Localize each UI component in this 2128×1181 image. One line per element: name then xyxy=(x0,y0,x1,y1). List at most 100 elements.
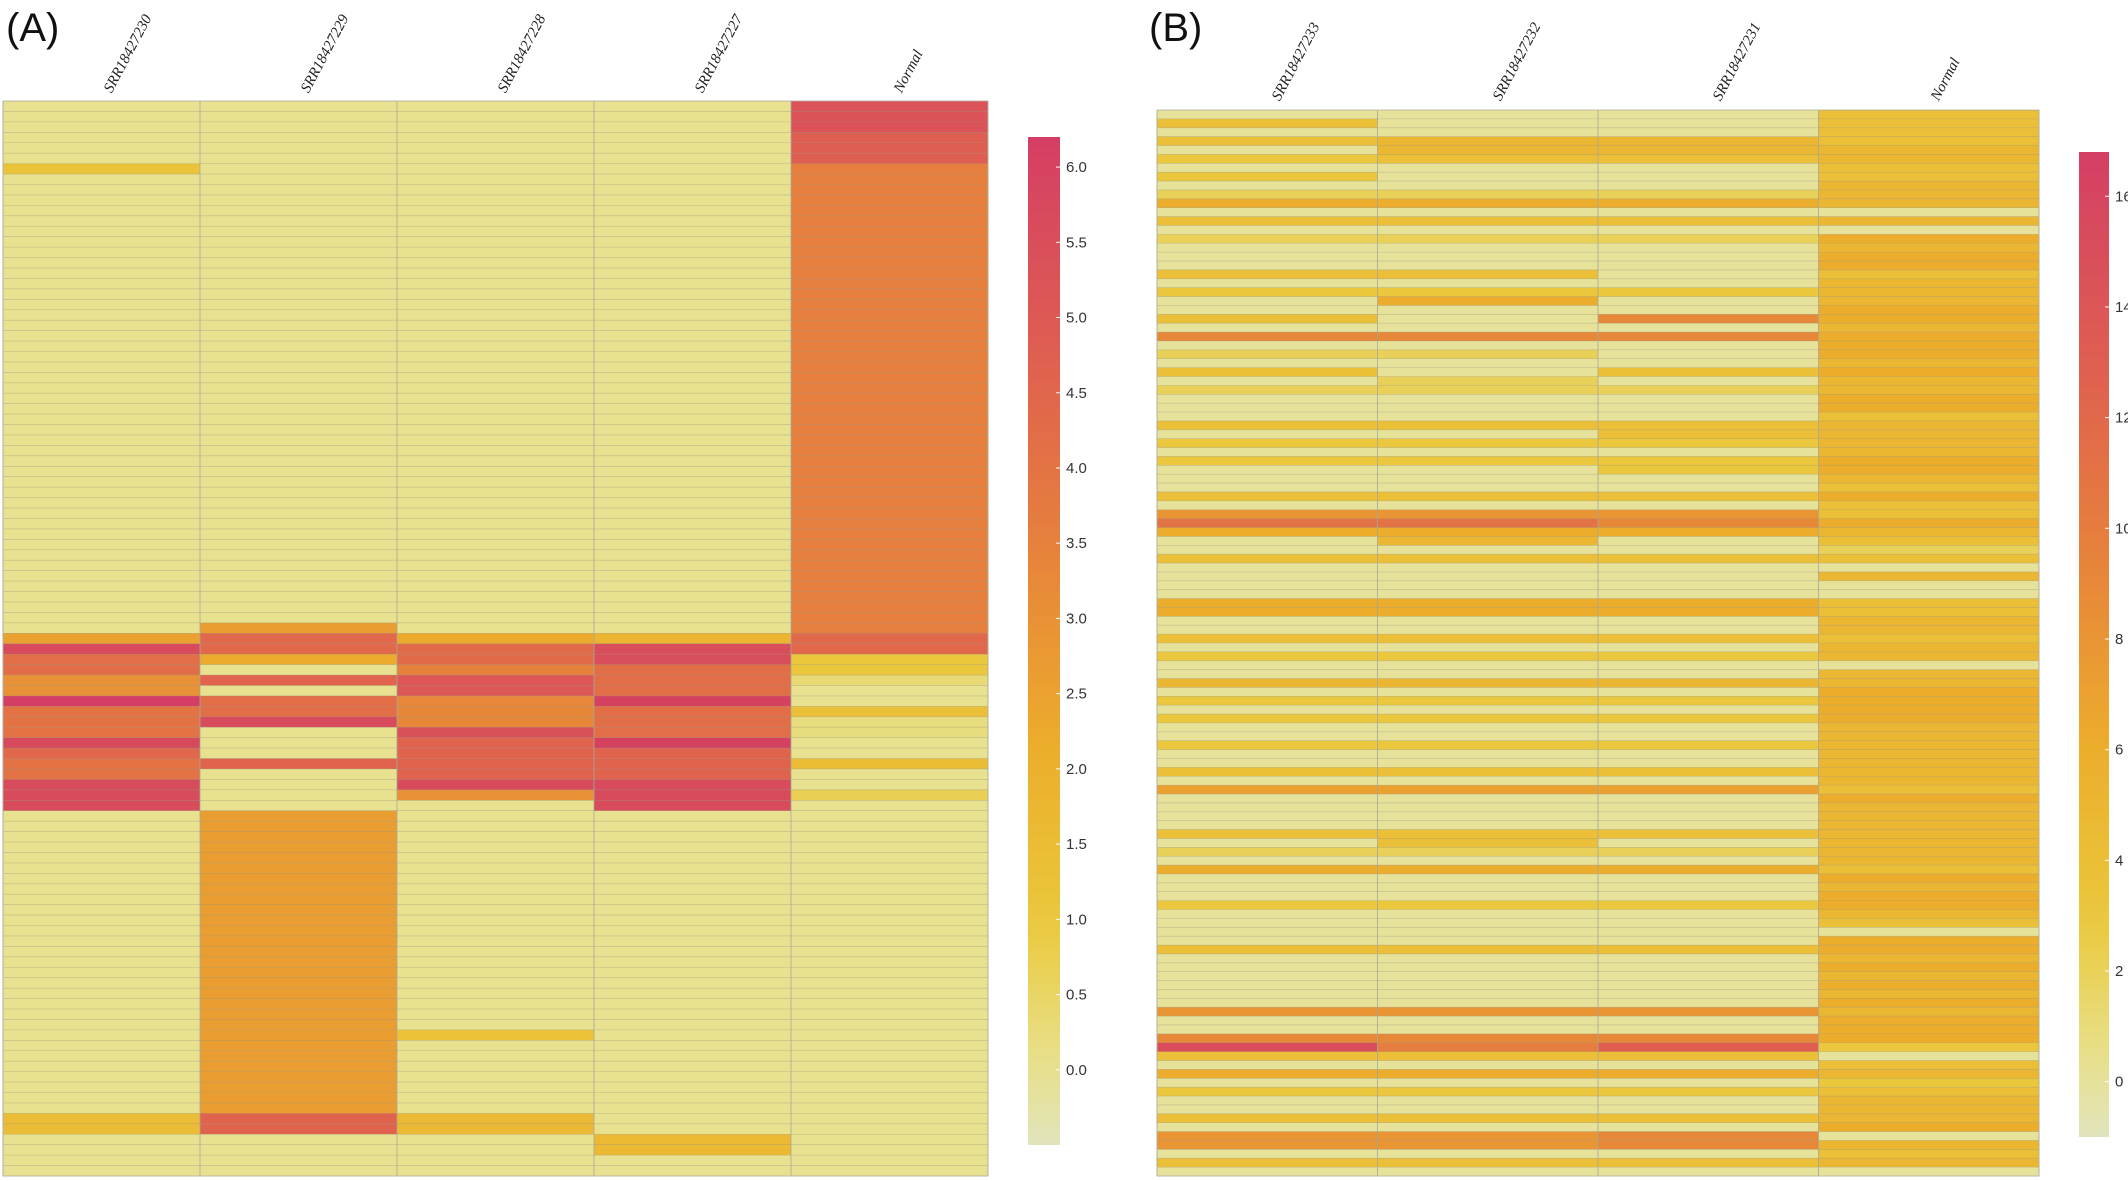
heatmap-a-cell xyxy=(791,716,988,728)
heatmap-b-cell xyxy=(1598,1016,1819,1026)
heatmap-a-cell xyxy=(594,1155,791,1166)
heatmap-a-cell xyxy=(594,581,791,592)
heatmap-a-cell xyxy=(791,1040,988,1052)
heatmap-a-cell xyxy=(200,341,397,352)
heatmap-a-cell xyxy=(397,1134,594,1146)
heatmap-a-cell xyxy=(594,675,791,686)
heatmap-b-cell xyxy=(1377,1042,1598,1053)
heatmap-a-cell xyxy=(397,236,594,248)
heatmap-a-cell xyxy=(791,915,988,926)
heatmap-a-cell xyxy=(397,215,594,227)
heatmap-b-cell xyxy=(1598,323,1819,333)
heatmap-a-cell xyxy=(200,1134,397,1146)
heatmap-a-cell xyxy=(3,685,200,697)
heatmap-a-cell xyxy=(397,842,594,853)
heatmap-a-cell xyxy=(200,528,397,540)
heatmap-a-cell xyxy=(200,215,397,227)
heatmap-a-cell xyxy=(791,988,988,999)
heatmap-b-cell xyxy=(1818,127,2039,138)
heatmap-a-cell xyxy=(200,205,397,217)
heatmap-a-cell xyxy=(200,935,397,947)
heatmap-b-cell xyxy=(1598,474,1819,484)
heatmap-b-cell xyxy=(1157,1158,1378,1168)
heatmap-a-cell xyxy=(791,821,988,832)
heatmap-a-cell xyxy=(397,466,594,478)
heatmap-b-cell xyxy=(1377,820,1598,830)
heatmap-b-cell xyxy=(1598,989,1819,999)
heatmap-b-cell xyxy=(1157,962,1378,973)
heatmap-a-cell xyxy=(397,361,594,373)
heatmap-a-cell xyxy=(594,1113,791,1125)
heatmap-b-cell xyxy=(1818,1167,2039,1177)
heatmap-a-cell xyxy=(791,998,988,1010)
heatmap-a-cell xyxy=(594,904,791,916)
heatmap-a-cell xyxy=(200,654,397,665)
heatmap-a-cell xyxy=(3,883,200,895)
heatmap-a-cell xyxy=(3,215,200,227)
heatmap-b-cell xyxy=(1598,571,1819,582)
heatmap-a-cell xyxy=(594,1102,791,1114)
heatmap-b-cell xyxy=(1818,438,2039,448)
heatmap-b-colorbar-tick-label: 10 xyxy=(2115,520,2128,537)
heatmap-a-cell xyxy=(791,153,988,165)
heatmap-a-cell xyxy=(791,1144,988,1156)
heatmap-b-cell xyxy=(1157,927,1378,937)
heatmap-a-cell xyxy=(3,664,200,676)
heatmap-b-cell xyxy=(1157,918,1378,928)
heatmap-a-cell xyxy=(594,382,791,394)
heatmap-b-cell xyxy=(1598,758,1819,768)
heatmap-a-cell xyxy=(594,862,791,874)
heatmap-a-cell xyxy=(3,727,200,739)
heatmap-b-cell xyxy=(1157,216,1378,226)
heatmap-a-cell xyxy=(594,226,791,238)
heatmap-b-cell xyxy=(1818,474,2039,484)
heatmap-a-cell xyxy=(594,424,791,436)
heatmap-a-cell xyxy=(3,1050,200,1062)
heatmap-a-cell xyxy=(3,132,200,144)
heatmap-b-cell xyxy=(1157,571,1378,582)
heatmap-a-cell xyxy=(3,1071,200,1083)
heatmap-b-cell xyxy=(1818,953,2039,964)
heatmap-a-cell xyxy=(397,570,594,582)
heatmap-a-cell xyxy=(3,821,200,832)
heatmap-b-cell xyxy=(1598,394,1819,404)
heatmap-b-cell xyxy=(1157,456,1378,466)
heatmap-a-cell xyxy=(791,539,988,551)
heatmap-b-cell xyxy=(1818,518,2039,528)
heatmap-a-cell xyxy=(200,737,397,749)
heatmap-a-cell xyxy=(397,622,594,634)
heatmap-b-cell xyxy=(1157,394,1378,404)
heatmap-a-cell xyxy=(594,591,791,603)
heatmap-a-cell xyxy=(791,382,988,394)
heatmap-a-cell xyxy=(594,278,791,290)
heatmap-a-cell xyxy=(200,581,397,592)
heatmap-b-cell xyxy=(1377,1007,1598,1017)
heatmap-b-cell xyxy=(1818,962,2039,973)
heatmap-a-cell xyxy=(791,434,988,446)
heatmap-a-cell xyxy=(594,998,791,1010)
heatmap-a-cell xyxy=(200,675,397,686)
heatmap-b-cell xyxy=(1818,651,2039,662)
heatmap-b-cell xyxy=(1157,189,1378,200)
heatmap-a-cell xyxy=(200,842,397,853)
heatmap-b-cell xyxy=(1598,847,1819,857)
heatmap-b-cell xyxy=(1598,580,1819,591)
heatmap-a-cell xyxy=(791,476,988,488)
heatmap-b-cell xyxy=(1598,1060,1819,1070)
heatmap-b-cell xyxy=(1598,598,1819,608)
heatmap-a-cell xyxy=(594,257,791,269)
heatmap-a-cell xyxy=(397,601,594,613)
heatmap-a-cell xyxy=(200,372,397,384)
heatmap-b-cell xyxy=(1157,1024,1378,1035)
heatmap-b-cell xyxy=(1377,474,1598,484)
heatmap-a-cell xyxy=(3,758,200,770)
heatmap-b-cell xyxy=(1157,1087,1378,1097)
heatmap-a-cell xyxy=(397,194,594,206)
heatmap-b-cell xyxy=(1377,234,1598,244)
heatmap-b-cell xyxy=(1598,918,1819,928)
heatmap-b-cell xyxy=(1598,634,1819,644)
heatmap-a-cell xyxy=(397,142,594,154)
heatmap-b-cell xyxy=(1377,252,1598,262)
heatmap-a-cell xyxy=(3,393,200,405)
heatmap-a-cell xyxy=(200,1050,397,1062)
